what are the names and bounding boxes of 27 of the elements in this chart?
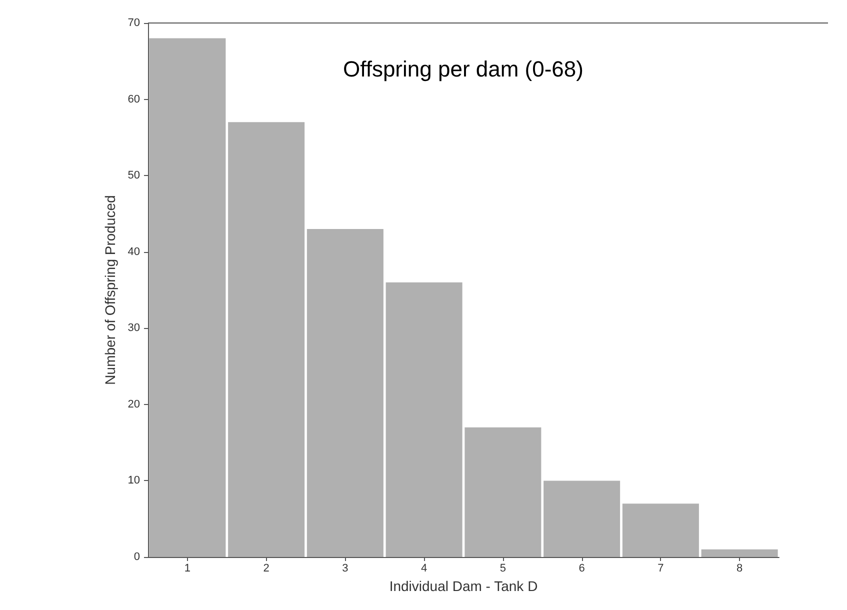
y-tick-label: 60 [128, 93, 140, 106]
bar [149, 38, 226, 557]
x-tick-label: 3 [342, 562, 348, 574]
y-tick-label: 70 [128, 17, 140, 29]
x-tick-label: 2 [263, 562, 270, 574]
y-tick-label: 0 [134, 551, 140, 563]
x-tick-label: 5 [500, 562, 506, 574]
bar [544, 480, 620, 557]
bar [622, 504, 699, 557]
y-tick-label: 30 [128, 322, 140, 334]
bar [464, 427, 542, 557]
x-tick-label: 6 [578, 562, 585, 574]
y-tick-label: 20 [128, 398, 140, 410]
bar [306, 228, 384, 557]
bar [701, 549, 778, 557]
bar [228, 122, 305, 557]
y-tick-label: 10 [128, 474, 140, 487]
y-axis-title: Number of Offspring Produced [102, 195, 118, 385]
x-tick-label: 1 [184, 562, 190, 574]
x-tick-label: 4 [421, 562, 428, 574]
annotation: Offspring per dam (0-68) [343, 56, 584, 82]
x-tick-label: 8 [736, 562, 743, 574]
y-tick-label: 50 [128, 170, 140, 182]
x-tick-label: 7 [658, 562, 664, 574]
y-tick-label: 40 [128, 246, 140, 258]
x-axis-title: Individual Dam - Tank D [389, 578, 538, 594]
bar [386, 282, 462, 557]
